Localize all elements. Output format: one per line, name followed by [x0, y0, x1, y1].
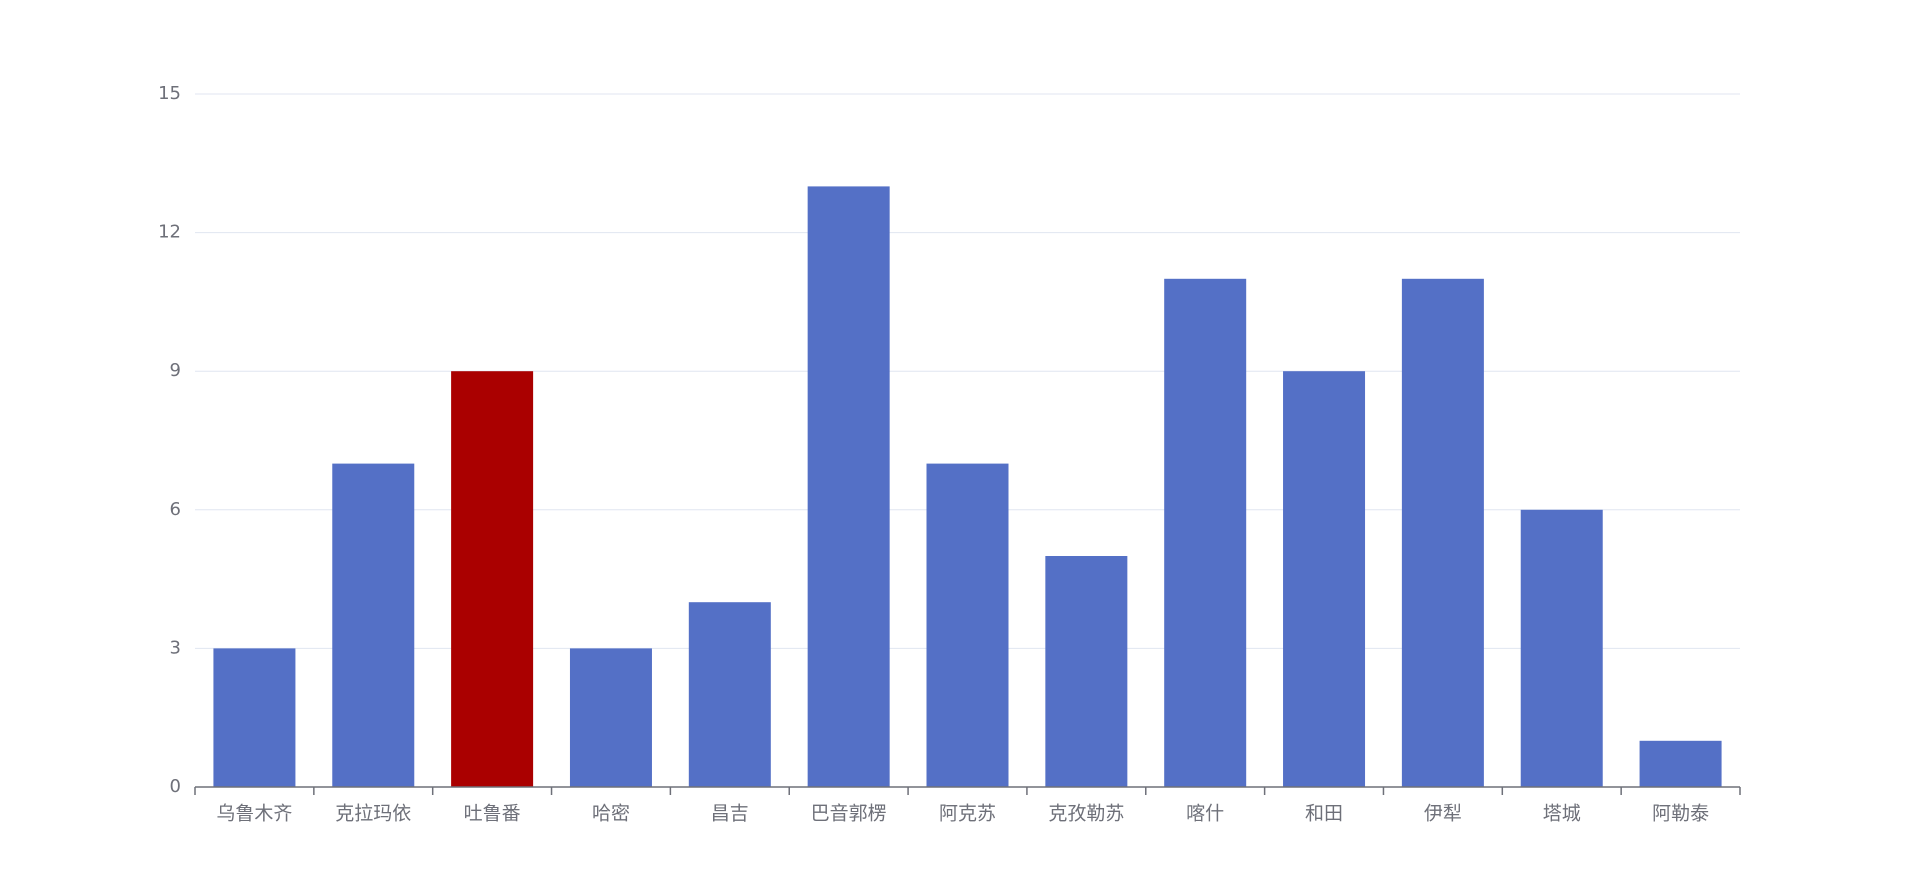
y-tick-label: 3: [170, 637, 181, 658]
x-tick-label: 哈密: [592, 803, 630, 825]
bar-4[interactable]: [569, 648, 652, 787]
y-tick-label: 15: [158, 83, 181, 104]
y-tick-label: 0: [170, 776, 181, 797]
bar-11[interactable]: [1401, 278, 1484, 787]
x-tick-label: 塔城: [1543, 803, 1581, 825]
x-tick-label: 阿勒泰: [1652, 803, 1709, 825]
x-tick-label: 和田: [1305, 803, 1343, 825]
y-tick-label: 12: [158, 222, 181, 243]
axes: [194, 786, 1741, 795]
bar-5[interactable]: [688, 602, 771, 787]
bar-12[interactable]: [1520, 509, 1603, 787]
y-tick-label: 9: [170, 360, 181, 381]
x-tick-label: 阿克苏: [939, 803, 996, 825]
bar-1[interactable]: [213, 648, 296, 787]
bar-13[interactable]: [1639, 740, 1722, 787]
x-tick-label: 克孜勒苏: [1048, 803, 1124, 825]
x-tick-label: 乌鲁木齐: [216, 803, 292, 825]
bar-10[interactable]: [1283, 371, 1366, 787]
bar-3[interactable]: [451, 371, 534, 787]
bar-7[interactable]: [926, 463, 1009, 787]
bars: [213, 186, 1722, 787]
x-tick-label: 伊犁: [1424, 803, 1462, 825]
x-tick-label: 昌吉: [711, 803, 749, 825]
x-tick-label: 吐鲁番: [464, 803, 521, 825]
x-tick-label: 巴音郭楞: [811, 803, 887, 825]
bar-6[interactable]: [807, 186, 890, 787]
y-tick-label: 6: [170, 499, 181, 520]
axis-labels: 0 3 6 9 12 15 乌鲁木齐 克拉玛依 吐鲁番 哈密 昌吉 巴音郭楞 阿克苏 克孜勒苏 喀什 和田 伊犁…: [158, 83, 1709, 825]
bar-9[interactable]: [1164, 278, 1247, 787]
x-tick-label: 克拉玛依: [335, 803, 411, 825]
x-tick-label: 喀什: [1186, 803, 1224, 825]
bar-2[interactable]: [332, 463, 415, 787]
bar-8[interactable]: [1045, 556, 1128, 787]
